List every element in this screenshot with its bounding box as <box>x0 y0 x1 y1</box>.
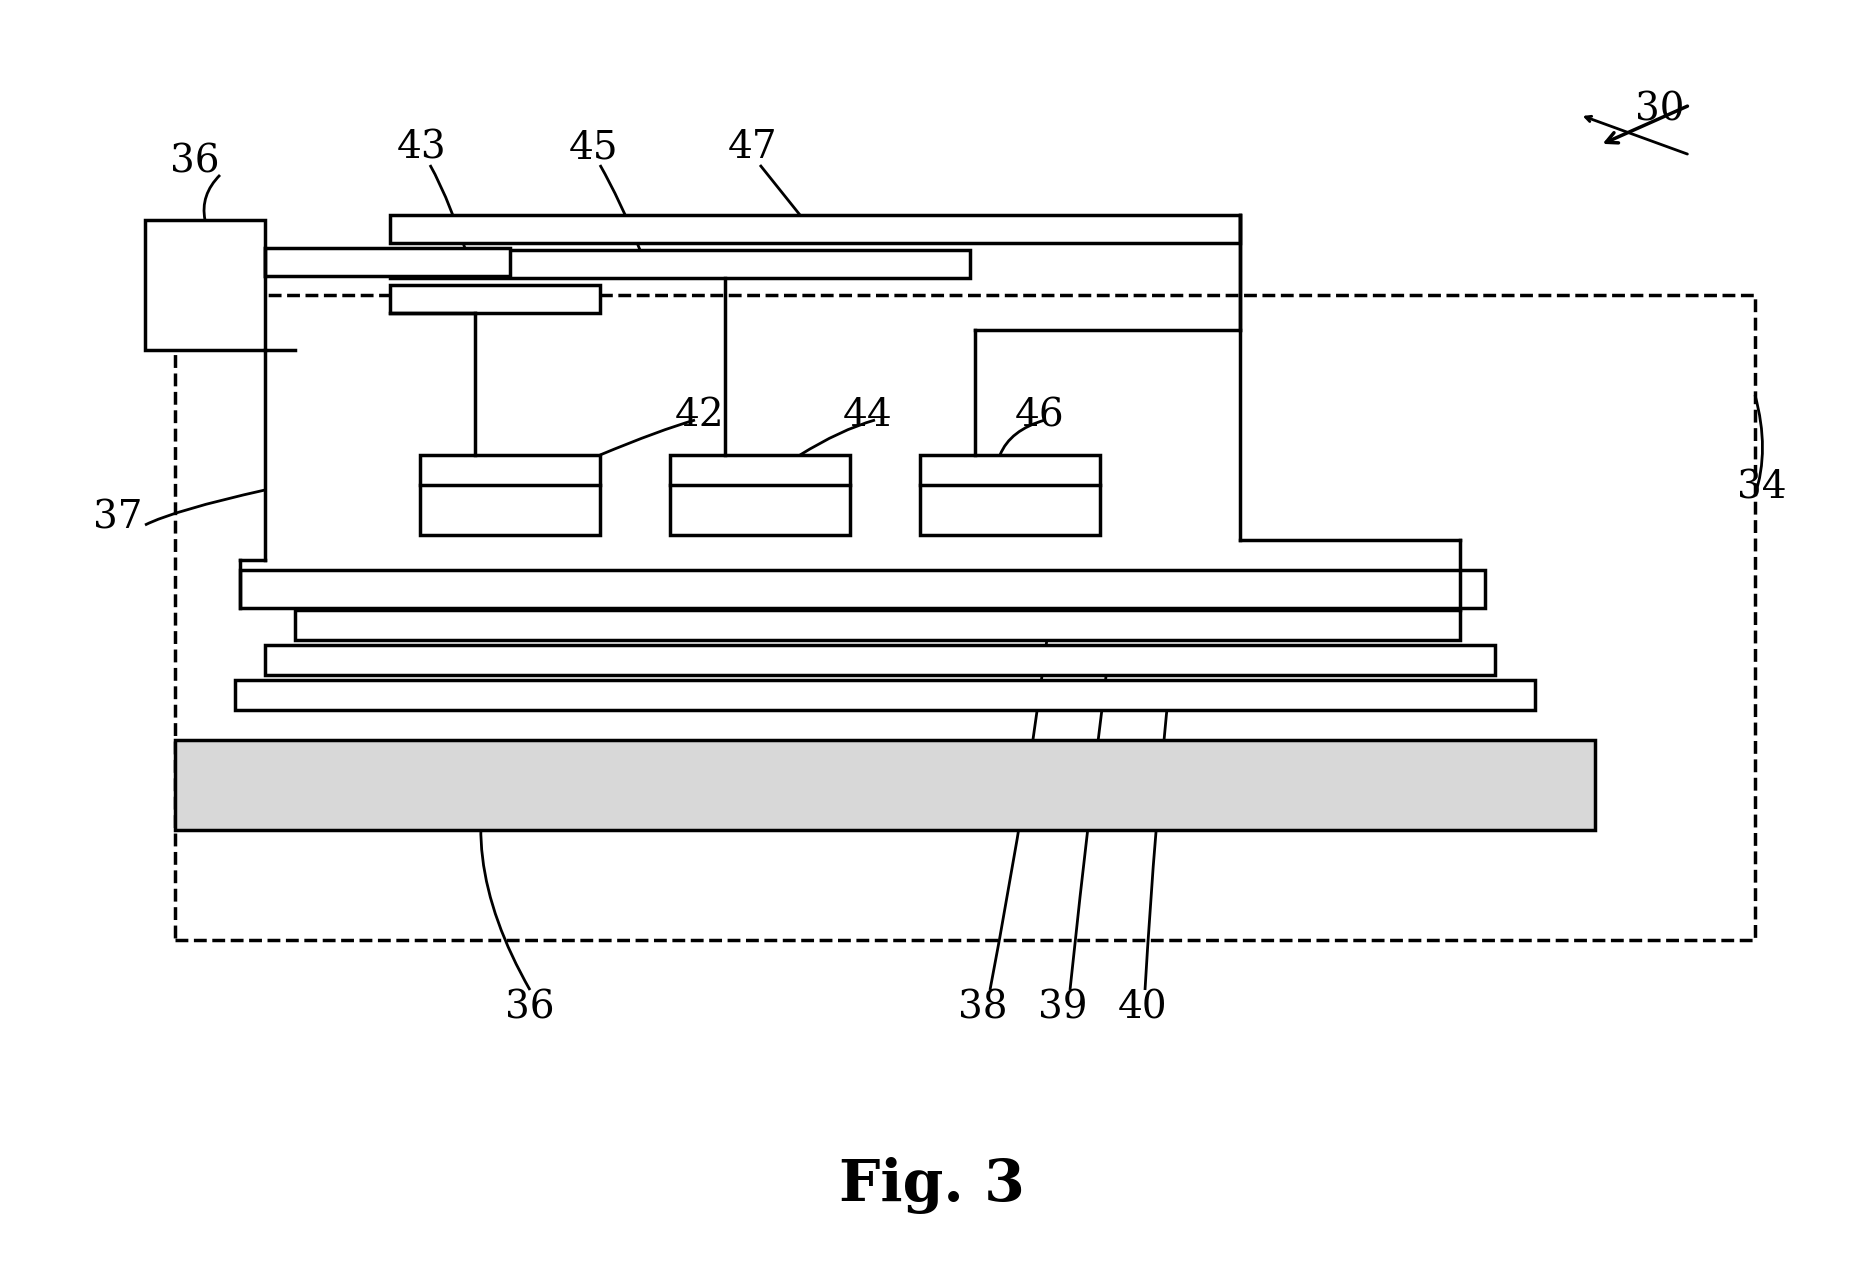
Text: 46: 46 <box>1016 397 1064 434</box>
Bar <box>419 455 600 535</box>
Text: 36: 36 <box>505 989 555 1026</box>
Text: 47: 47 <box>729 129 777 167</box>
Text: 34: 34 <box>1737 469 1788 506</box>
Text: 39: 39 <box>1038 989 1089 1026</box>
Bar <box>235 681 1534 710</box>
Text: 44: 44 <box>843 397 893 434</box>
Bar <box>265 645 1495 676</box>
Bar <box>175 295 1756 940</box>
Text: 43: 43 <box>397 129 447 167</box>
Text: 30: 30 <box>1635 91 1685 129</box>
Bar <box>175 740 1596 830</box>
Bar <box>145 220 265 350</box>
Text: 45: 45 <box>569 129 619 167</box>
Text: 42: 42 <box>675 397 725 434</box>
Bar <box>265 248 511 276</box>
Text: 36: 36 <box>170 143 220 181</box>
Text: Fig. 3: Fig. 3 <box>839 1156 1025 1213</box>
Bar <box>390 285 600 312</box>
Bar <box>921 455 1100 535</box>
Text: 40: 40 <box>1118 989 1169 1026</box>
Text: 38: 38 <box>958 989 1008 1026</box>
Bar <box>669 455 850 535</box>
Bar <box>295 610 1460 640</box>
Text: 37: 37 <box>93 500 144 536</box>
Bar <box>390 250 969 278</box>
Bar <box>390 215 1240 243</box>
Bar <box>240 571 1486 608</box>
